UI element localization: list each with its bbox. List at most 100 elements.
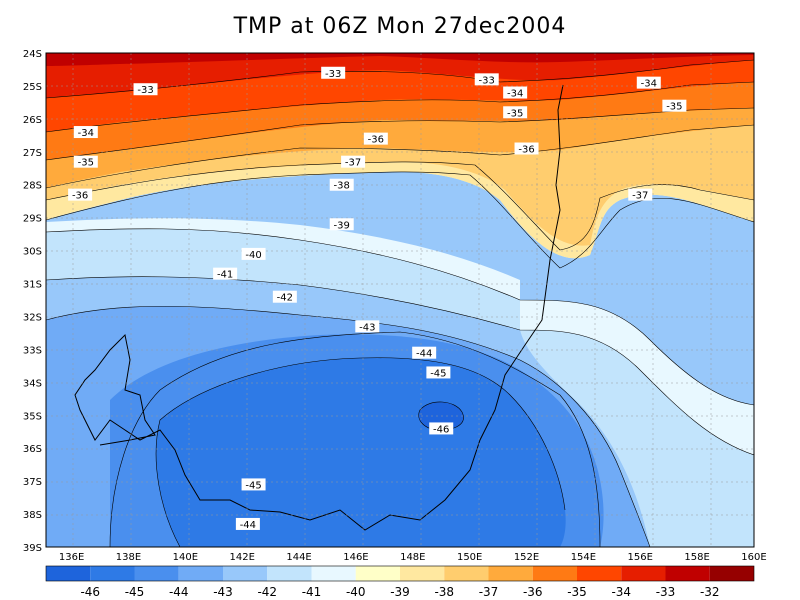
contour-label-bg (426, 366, 451, 379)
legend-label: -34 (611, 585, 631, 599)
contour-label-bg (514, 142, 539, 155)
legend-swatch (665, 566, 710, 581)
latitude-label: 34S (23, 378, 42, 389)
contour-label-bg (503, 106, 528, 119)
contour-label-bg (636, 76, 661, 89)
legend-frame (45, 565, 755, 582)
contour-label: -34 (507, 89, 523, 100)
latitude-label: 31S (23, 280, 42, 291)
contour-label-bg (329, 218, 354, 231)
legend-label: -32 (700, 585, 720, 599)
color-legend-labels: -46 -45 -44 -43 -42 -41 -40 -39 -38 -37 -36 -35 -34 -… (80, 585, 719, 599)
longitude-axis-labels: 136E 138E 140E 142E 144E 146E 148E 150E 152E 154E… (59, 552, 767, 563)
legend-label: -33 (656, 585, 676, 599)
legend-swatch (621, 566, 666, 581)
band-minus40-west (46, 218, 520, 300)
contour-label-bg (68, 188, 93, 201)
latitude-label: 28S (23, 181, 42, 192)
grid-lines (46, 53, 754, 547)
legend-label: -37 (479, 585, 499, 599)
contour-label: -37 (345, 158, 361, 169)
contour-label: -33 (479, 75, 495, 86)
legend-label: -46 (80, 585, 100, 599)
band-minus45 (156, 357, 566, 547)
contour-label-bg (272, 290, 297, 303)
latitude-label: 26S (23, 115, 42, 126)
latitude-label: 36S (23, 444, 42, 455)
contour-label-bg (241, 247, 266, 260)
contour-label-bg (241, 478, 266, 491)
longitude-label: 150E (457, 552, 482, 563)
legend-swatch (46, 566, 91, 581)
band-minus41-east (520, 330, 754, 547)
latitude-label: 39S (23, 543, 42, 554)
contour-label: -42 (277, 293, 293, 304)
longitude-label: 138E (116, 552, 141, 563)
legend-swatch (90, 566, 135, 581)
contour-label-bg (329, 178, 354, 191)
band-minus40-east (520, 300, 754, 455)
legend-label: -44 (169, 585, 189, 599)
contour-label-bg (662, 99, 687, 112)
contour-label-bg (363, 132, 388, 145)
legend-label: -40 (346, 585, 366, 599)
contour-label: -37 (632, 191, 648, 202)
contour-label-bg (355, 320, 380, 333)
contour-label: -36 (368, 135, 384, 146)
legend-swatch (134, 566, 179, 581)
contour-label: -33 (137, 85, 153, 96)
legend-swatch (267, 566, 312, 581)
legend-label: -35 (567, 585, 587, 599)
contour-label-bg (213, 267, 238, 280)
contour-label: -34 (641, 79, 657, 90)
legend-label: -39 (390, 585, 410, 599)
longitude-label: 158E (684, 552, 709, 563)
color-legend-bar (45, 565, 755, 582)
legend-label: -43 (213, 585, 233, 599)
contour-label: -44 (416, 349, 432, 360)
longitude-label: 152E (514, 552, 539, 563)
legend-label: -41 (302, 585, 322, 599)
contour-label-bg (429, 422, 454, 435)
contour-label: -34 (78, 128, 94, 139)
contour-label: -45 (245, 480, 261, 491)
contour-label: -40 (245, 250, 261, 261)
latitude-label: 37S (23, 477, 42, 488)
contour-label-bg (503, 86, 528, 99)
legend-swatch (400, 566, 445, 581)
band-minus41-west (46, 228, 520, 330)
latitude-label: 24S (23, 49, 42, 60)
contour-label: -35 (507, 108, 523, 119)
longitude-label: 142E (229, 552, 254, 563)
longitude-label: 156E (628, 552, 653, 563)
longitude-label: 140E (173, 552, 198, 563)
legend-label: -38 (434, 585, 454, 599)
legend-swatch (577, 566, 622, 581)
latitude-label: 35S (23, 411, 42, 422)
latitude-axis-labels: 24S 25S 26S 27S 28S 29S 30S 31S 32S 33S 34S 35S 36S 3… (23, 49, 42, 554)
legend-label: -42 (257, 585, 277, 599)
band-minus33 (46, 53, 754, 98)
latitude-label: 30S (23, 247, 42, 258)
contour-label: -33 (325, 69, 341, 80)
latitude-label: 25S (23, 82, 42, 93)
legend-swatch (311, 566, 356, 581)
latitude-label: 33S (23, 345, 42, 356)
longitude-label: 146E (343, 552, 368, 563)
coastline (74, 84, 564, 531)
longitude-label: 136E (59, 552, 84, 563)
band-minus32 (46, 53, 754, 66)
plot-frame (45, 52, 755, 548)
contour-label: -44 (240, 520, 256, 531)
contour-label: -46 (433, 424, 449, 435)
legend-swatch (532, 566, 577, 581)
contour-label-bg (321, 66, 346, 79)
legend-swatch (488, 566, 533, 581)
contour-label: -41 (217, 270, 233, 281)
latitude-label: 29S (23, 214, 42, 225)
longitude-label: 144E (286, 552, 311, 563)
contour-label: -43 (359, 322, 375, 333)
contour-label-bg (73, 155, 98, 168)
legend-swatch (444, 566, 489, 581)
contour-label-bg (341, 155, 366, 168)
